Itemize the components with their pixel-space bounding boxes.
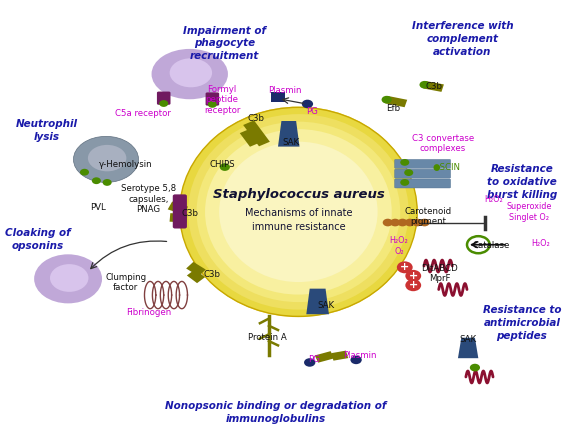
FancyBboxPatch shape bbox=[173, 194, 187, 229]
Text: C3b: C3b bbox=[181, 208, 198, 218]
Ellipse shape bbox=[34, 254, 102, 303]
Circle shape bbox=[420, 81, 430, 89]
Circle shape bbox=[405, 270, 421, 282]
Polygon shape bbox=[186, 262, 206, 276]
Text: Catalase: Catalase bbox=[472, 241, 509, 250]
FancyBboxPatch shape bbox=[395, 169, 450, 178]
Text: PG: PG bbox=[306, 107, 318, 116]
Text: Carotenoid
pigment: Carotenoid pigment bbox=[405, 207, 452, 226]
Text: Plasmin: Plasmin bbox=[343, 351, 376, 360]
Text: H₂O₂: H₂O₂ bbox=[484, 195, 503, 204]
Text: PG: PG bbox=[308, 355, 320, 364]
FancyBboxPatch shape bbox=[205, 92, 219, 106]
Circle shape bbox=[467, 236, 489, 253]
Circle shape bbox=[350, 356, 362, 364]
Text: +: + bbox=[409, 280, 418, 290]
Text: Interference with
complement
activation: Interference with complement activation bbox=[411, 21, 513, 57]
Circle shape bbox=[80, 169, 89, 175]
Text: DltABCD
MprF: DltABCD MprF bbox=[421, 264, 458, 283]
Text: Resistance
to oxidative
burst killing: Resistance to oxidative burst killing bbox=[487, 164, 557, 200]
Circle shape bbox=[302, 100, 313, 108]
Circle shape bbox=[420, 219, 430, 226]
Text: SAK: SAK bbox=[317, 301, 334, 310]
Ellipse shape bbox=[197, 122, 400, 302]
Text: Efb: Efb bbox=[386, 104, 400, 113]
Circle shape bbox=[404, 219, 415, 226]
Circle shape bbox=[400, 179, 409, 186]
Text: Superoxide
Singlet O₂: Superoxide Singlet O₂ bbox=[506, 202, 552, 222]
Ellipse shape bbox=[50, 264, 88, 292]
Circle shape bbox=[382, 96, 392, 104]
Polygon shape bbox=[243, 120, 270, 146]
Circle shape bbox=[400, 159, 409, 166]
Ellipse shape bbox=[205, 129, 392, 294]
Text: C3 convertase
complexes: C3 convertase complexes bbox=[411, 134, 474, 153]
Text: C5a receptor: C5a receptor bbox=[115, 109, 171, 118]
FancyBboxPatch shape bbox=[157, 92, 171, 105]
Circle shape bbox=[404, 169, 413, 176]
Polygon shape bbox=[240, 128, 261, 147]
Circle shape bbox=[220, 163, 230, 171]
Circle shape bbox=[92, 177, 101, 184]
Ellipse shape bbox=[151, 49, 228, 99]
Polygon shape bbox=[458, 338, 478, 358]
Ellipse shape bbox=[170, 58, 212, 87]
Circle shape bbox=[470, 364, 480, 372]
Circle shape bbox=[398, 219, 407, 226]
Text: +: + bbox=[409, 271, 418, 281]
Text: Formyl
peptide
receptor: Formyl peptide receptor bbox=[204, 85, 240, 115]
Text: CHIPS: CHIPS bbox=[209, 160, 235, 169]
Text: Staphylococcus aureus: Staphylococcus aureus bbox=[212, 188, 384, 201]
Text: Mechanisms of innate
immune resistance: Mechanisms of innate immune resistance bbox=[244, 208, 352, 232]
Text: SAK: SAK bbox=[460, 336, 477, 345]
Circle shape bbox=[208, 101, 217, 108]
Circle shape bbox=[412, 219, 423, 226]
Text: SAK: SAK bbox=[282, 138, 300, 147]
Text: Nonopsonic binding or degradation of
immunoglobulins: Nonopsonic binding or degradation of imm… bbox=[165, 401, 386, 424]
Circle shape bbox=[383, 219, 393, 226]
Text: Fibrinogen: Fibrinogen bbox=[126, 309, 171, 318]
Text: Neutrophil
lysis: Neutrophil lysis bbox=[16, 119, 77, 142]
Polygon shape bbox=[169, 213, 187, 223]
Text: C3b: C3b bbox=[204, 270, 221, 279]
Polygon shape bbox=[168, 202, 188, 214]
Ellipse shape bbox=[219, 142, 378, 282]
Polygon shape bbox=[385, 96, 407, 107]
Text: H₂O₂: H₂O₂ bbox=[531, 239, 550, 248]
Circle shape bbox=[102, 179, 112, 186]
Text: C3b: C3b bbox=[247, 113, 264, 122]
Text: H₂O₂
O₂: H₂O₂ O₂ bbox=[390, 236, 409, 256]
Text: ●SCIN: ●SCIN bbox=[432, 163, 460, 172]
Polygon shape bbox=[306, 288, 329, 314]
Text: Cloaking of
opsonins: Cloaking of opsonins bbox=[5, 228, 71, 251]
Text: Clumping
factor: Clumping factor bbox=[105, 273, 146, 292]
Text: Resistance to
antimicrobial
peptides: Resistance to antimicrobial peptides bbox=[482, 305, 561, 341]
Polygon shape bbox=[423, 81, 444, 92]
Text: Plasmin: Plasmin bbox=[269, 86, 302, 95]
Ellipse shape bbox=[88, 145, 126, 171]
FancyBboxPatch shape bbox=[271, 92, 285, 102]
Text: Serotype 5,8
capsules,
PNAG: Serotype 5,8 capsules, PNAG bbox=[121, 184, 176, 214]
Polygon shape bbox=[278, 121, 300, 147]
Polygon shape bbox=[331, 351, 348, 361]
Circle shape bbox=[397, 262, 413, 273]
Circle shape bbox=[405, 279, 421, 291]
Polygon shape bbox=[315, 351, 334, 363]
Circle shape bbox=[304, 358, 315, 367]
FancyBboxPatch shape bbox=[395, 159, 450, 168]
Ellipse shape bbox=[188, 114, 409, 309]
Circle shape bbox=[159, 100, 168, 107]
Text: C3b: C3b bbox=[425, 81, 443, 90]
Text: Impairment of
phagocyte
recruitment: Impairment of phagocyte recruitment bbox=[183, 26, 267, 61]
FancyBboxPatch shape bbox=[395, 179, 450, 188]
Text: PVL: PVL bbox=[90, 203, 105, 212]
Circle shape bbox=[390, 219, 400, 226]
Text: +: + bbox=[400, 262, 409, 272]
Ellipse shape bbox=[73, 137, 139, 182]
Text: γ-Hemolysin: γ-Hemolysin bbox=[99, 160, 152, 169]
Ellipse shape bbox=[180, 107, 417, 317]
Text: Protein A: Protein A bbox=[248, 333, 287, 342]
Polygon shape bbox=[187, 270, 205, 283]
